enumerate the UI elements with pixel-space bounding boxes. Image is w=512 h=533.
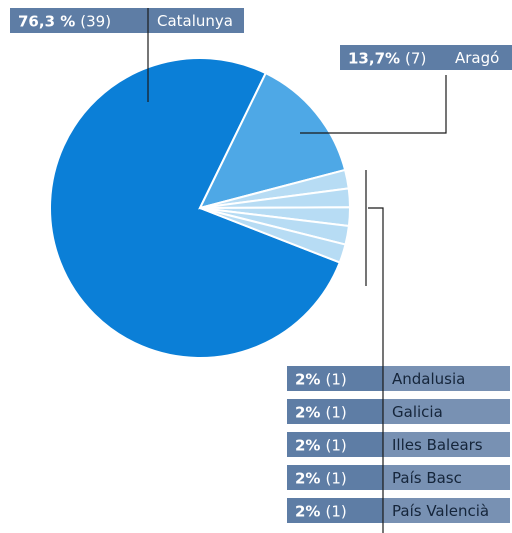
category-label: Andalusia bbox=[392, 370, 465, 388]
label-box bbox=[383, 498, 510, 523]
count: (1) bbox=[325, 403, 346, 421]
pie bbox=[49, 57, 352, 359]
label-box bbox=[287, 498, 383, 523]
label-box bbox=[287, 432, 383, 457]
value-label: 2% (1) bbox=[295, 370, 347, 388]
value-label: 2% (1) bbox=[295, 436, 347, 454]
value-label: 2% (1) bbox=[295, 502, 347, 520]
category-label: Catalunya bbox=[157, 12, 233, 30]
pie-slice bbox=[198, 71, 347, 210]
count: (1) bbox=[325, 469, 346, 487]
count: (7) bbox=[405, 49, 426, 67]
value-label: 2% (1) bbox=[295, 469, 347, 487]
label-box bbox=[10, 8, 148, 33]
percent: 2% bbox=[295, 436, 320, 454]
label-box bbox=[287, 465, 383, 490]
label-box bbox=[383, 399, 510, 424]
leader-line bbox=[300, 75, 447, 134]
category-label: Aragó bbox=[455, 49, 499, 67]
count: (39) bbox=[80, 12, 111, 30]
leader-line bbox=[365, 170, 384, 533]
label-box bbox=[383, 432, 510, 457]
percent: 2% bbox=[295, 370, 320, 388]
percent: 13,7% bbox=[348, 49, 400, 67]
label-box bbox=[148, 8, 244, 33]
pie-slice bbox=[49, 57, 342, 359]
label-box bbox=[287, 399, 383, 424]
category-label: País Valencià bbox=[392, 502, 489, 520]
value-label: 13,7% (7) bbox=[348, 49, 426, 67]
count: (1) bbox=[325, 502, 346, 520]
label-box bbox=[340, 45, 446, 70]
category-label: Illes Balears bbox=[392, 436, 483, 454]
label-box bbox=[446, 45, 512, 70]
label-box bbox=[287, 366, 383, 391]
percent: 2% bbox=[295, 502, 320, 520]
count: (1) bbox=[325, 436, 346, 454]
pie-slice bbox=[199, 207, 347, 264]
value-label: 2% (1) bbox=[295, 403, 347, 421]
label-box bbox=[383, 465, 510, 490]
count: (1) bbox=[325, 370, 346, 388]
labels: 76,3 % (39) Catalunya 13,7% (7) Aragó 2% (1) And… bbox=[10, 8, 512, 523]
percent: 2% bbox=[295, 403, 320, 421]
category-label: Galicia bbox=[392, 403, 443, 421]
value-label: 76,3 % (39) bbox=[18, 12, 111, 30]
category-label: País Basc bbox=[392, 469, 462, 487]
percent: 2% bbox=[295, 469, 320, 487]
percent: 76,3 % bbox=[18, 12, 75, 30]
label-box bbox=[383, 366, 510, 391]
